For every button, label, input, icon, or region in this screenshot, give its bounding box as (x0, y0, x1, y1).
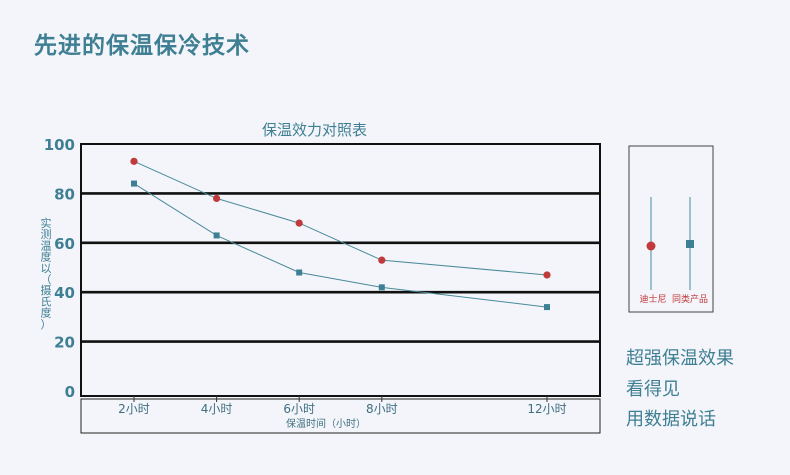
page-title: 先进的保温保冷技术 (34, 33, 250, 59)
x-tick-label: 2小时 (118, 402, 150, 416)
x-tick-label: 12小时 (527, 402, 566, 416)
y-axis-label-char: 温 (41, 239, 52, 252)
y-tick-label: 80 (54, 185, 75, 203)
legend-label: 同类产品 (672, 293, 708, 305)
y-axis-label-char: （ (41, 273, 52, 286)
y-axis-label-char: 以 (41, 262, 52, 275)
data-point (131, 180, 137, 187)
data-point (130, 157, 138, 165)
y-axis-label-char: 氏 (41, 295, 52, 308)
series-line-0 (133, 160, 548, 276)
chart-title: 保温效力对照表 (262, 121, 367, 139)
tagline-line-2: 看得见 (626, 379, 680, 400)
data-point (296, 269, 303, 276)
y-axis-label-char: 摄 (41, 283, 52, 297)
y-axis-label-char: 度 (41, 250, 52, 264)
data-point (544, 304, 550, 311)
legend-marker (686, 240, 694, 248)
y-tick-label: 0 (65, 383, 75, 401)
y-tick-label: 100 (44, 136, 75, 154)
y-axis-label-char: ） (41, 318, 52, 331)
x-tick-label: 8小时 (366, 402, 398, 416)
y-axis-label: 实测温度以（摄氏度） (41, 216, 52, 331)
series-line-1 (133, 183, 548, 308)
data-point (213, 194, 221, 202)
x-axis-box (80, 398, 601, 434)
x-tick-label: 4小时 (201, 402, 233, 416)
data-point (378, 256, 386, 264)
x-tick-label: 6小时 (283, 402, 315, 416)
tagline-line-1: 超强保温效果 (626, 348, 734, 369)
y-tick-label: 40 (54, 284, 75, 302)
y-tick-label: 20 (54, 334, 75, 352)
x-axis-label: 保温时间（小时） (286, 417, 366, 430)
data-point (213, 232, 220, 239)
y-tick-label: 60 (54, 235, 75, 253)
plot-frame (80, 143, 601, 397)
tagline-line-3: 用数据说话 (626, 409, 716, 430)
data-point (295, 219, 303, 227)
legend-label: 迪士尼 (639, 293, 666, 305)
data-point (543, 271, 551, 279)
legend-box (628, 145, 714, 313)
data-point (378, 284, 385, 291)
y-axis-label-char: 实 (41, 216, 52, 230)
y-axis-label-char: 测 (41, 228, 52, 241)
legend-marker (646, 241, 656, 251)
y-axis-label-char: 度 (41, 306, 52, 320)
